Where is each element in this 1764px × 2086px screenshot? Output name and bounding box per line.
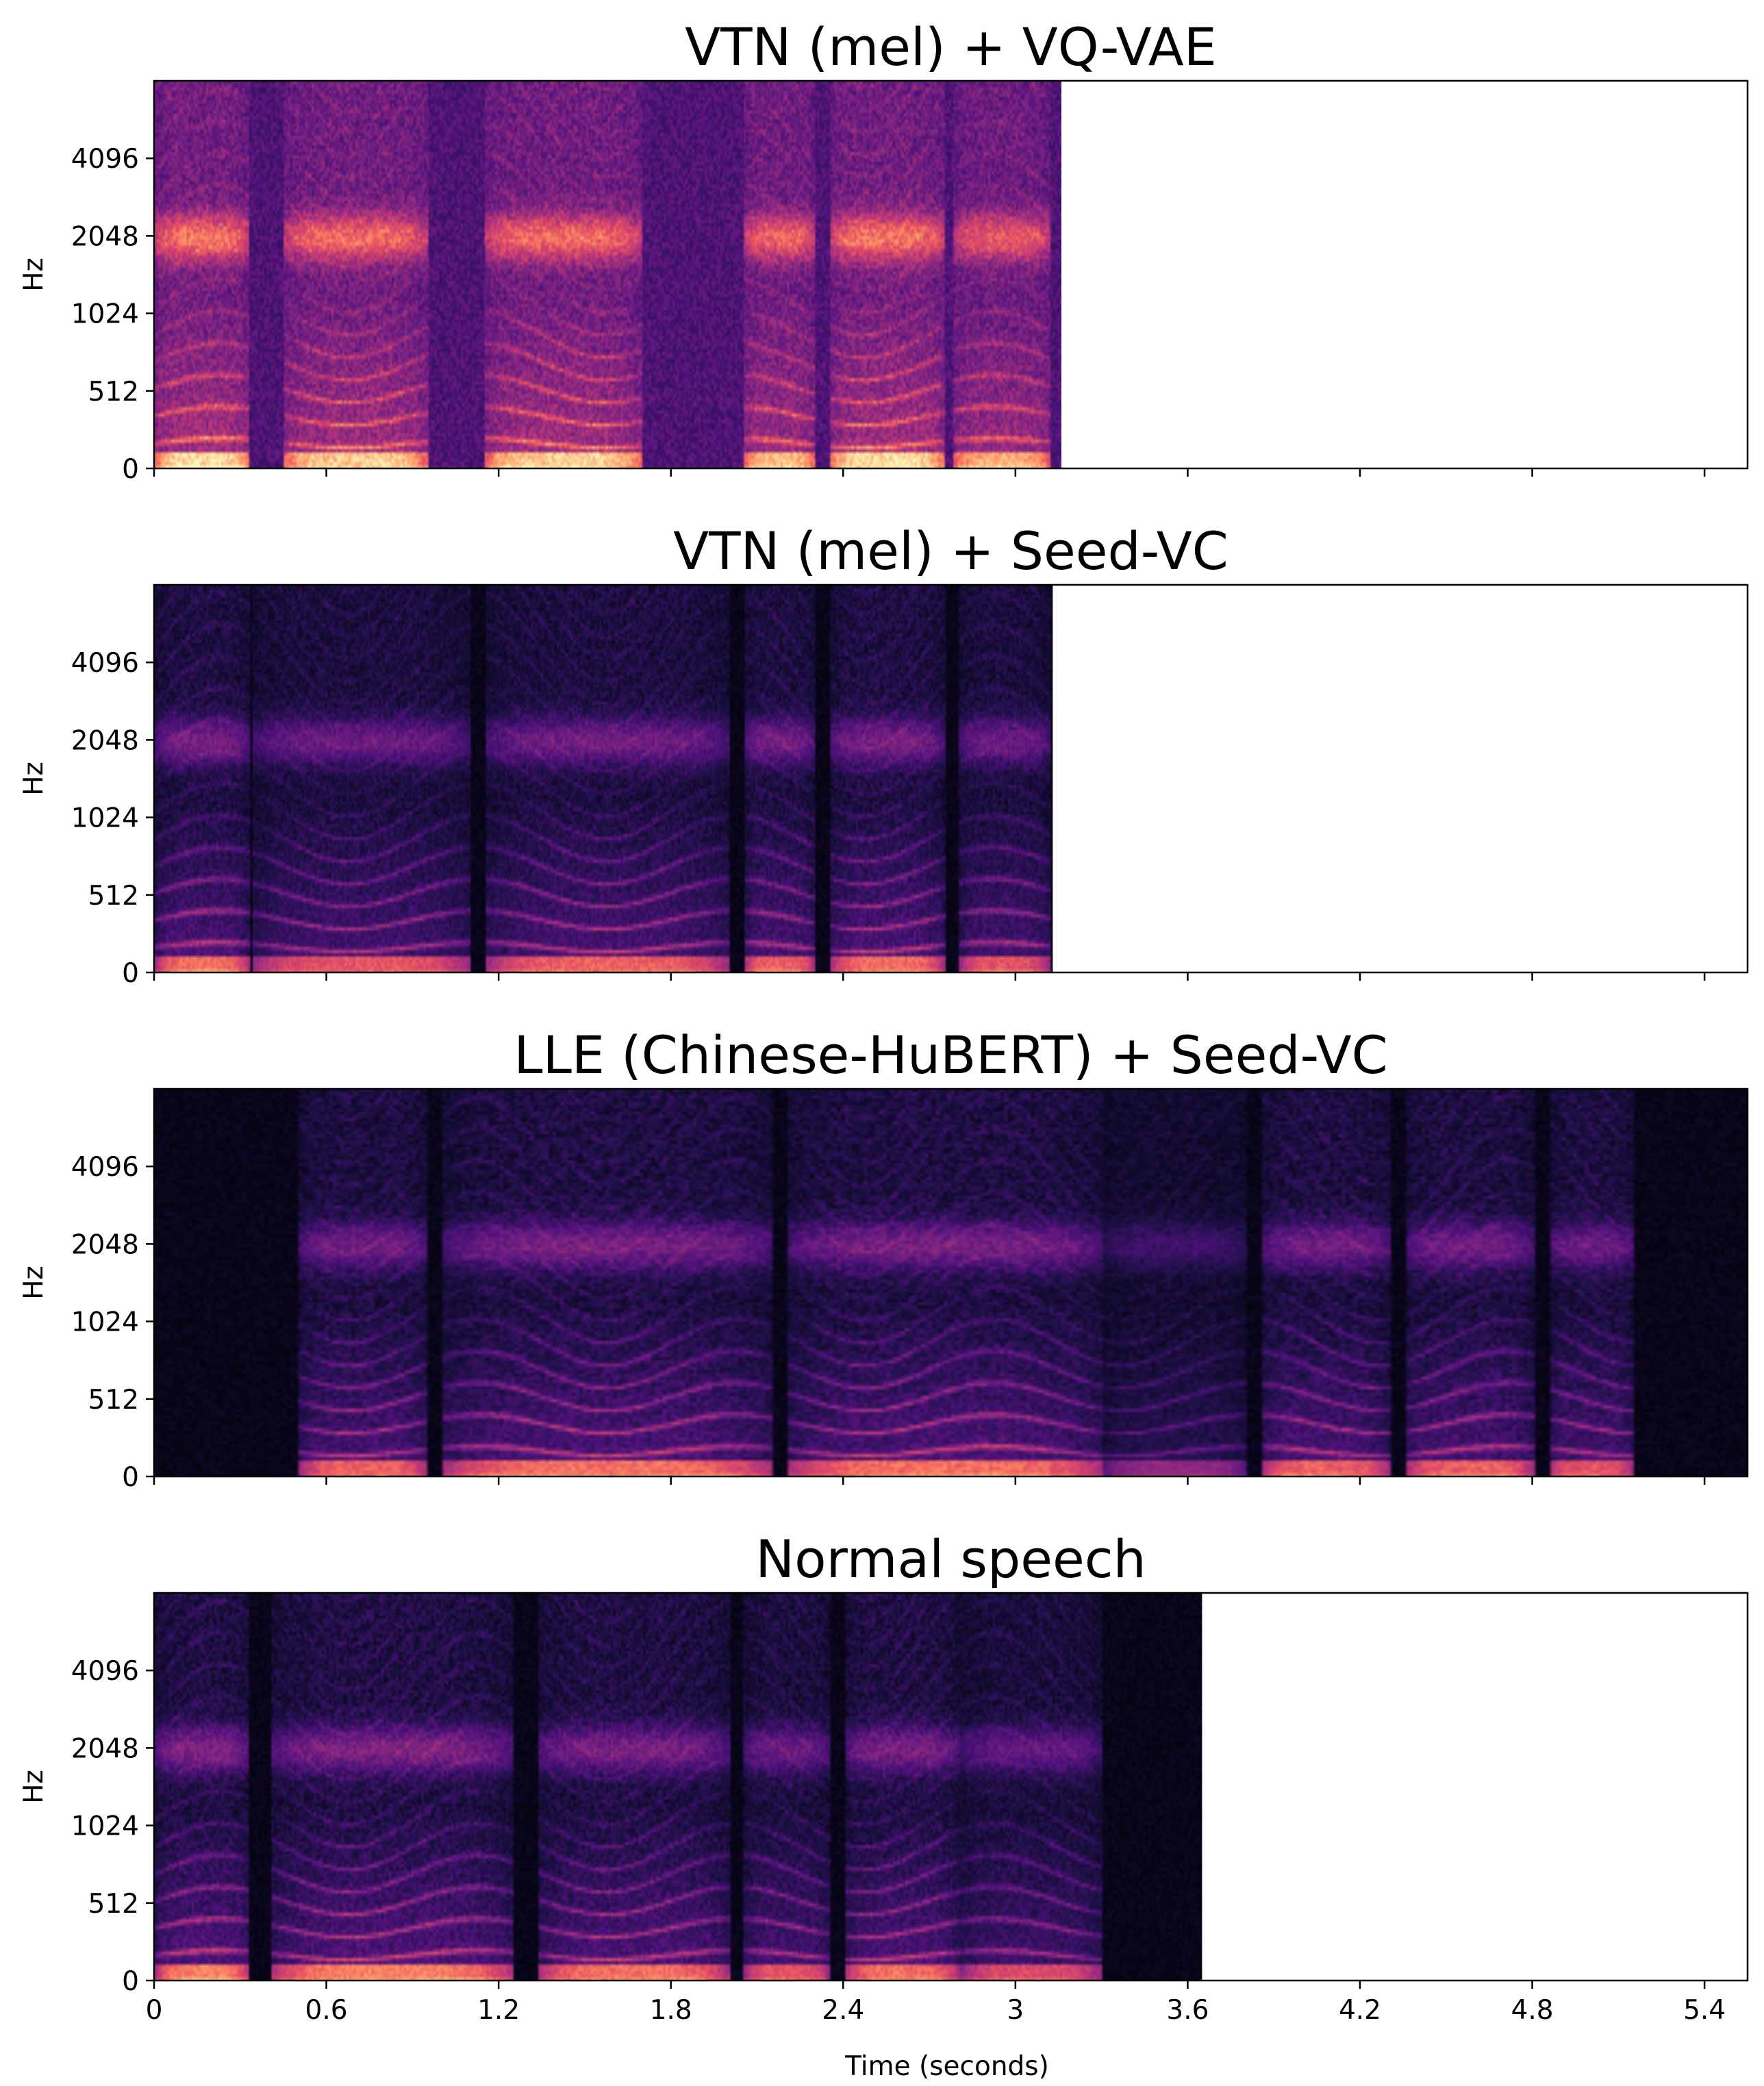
y-tick-label: 2048: [71, 1733, 139, 1764]
spectrogram-panel: Normal speech 0 512 1024 2048 4096 Hz 0 0.6 1.2 1.…: [18, 1529, 1749, 2026]
y-tick-label: 0: [122, 1462, 139, 1493]
y-tick-label: 512: [88, 881, 139, 912]
y-tick-label: 4096: [71, 1656, 139, 1687]
spectrogram-panels: VTN (mel) + VQ-VAE0512102420484096HzVTN …: [18, 16, 1749, 2026]
spectrogram-image: [154, 1089, 1748, 1476]
x-tick-label: 1.8: [650, 1995, 692, 2026]
panel-title: VTN (mel) + Seed-VC: [673, 520, 1228, 581]
y-axis-label: Hz: [18, 1266, 49, 1300]
x-tick-label: 5.4: [1683, 1995, 1726, 2026]
y-tick-label: 2048: [71, 1229, 139, 1260]
y-tick-label: 512: [88, 1889, 139, 1920]
x-tick-label: 0: [146, 1995, 163, 2026]
x-tick-label: 3.6: [1166, 1995, 1209, 2026]
panel-title: LLE (Chinese-HuBERT) + Seed-VC: [514, 1025, 1387, 1085]
panel-title: Normal speech: [755, 1529, 1146, 1589]
y-tick-label: 1024: [71, 299, 139, 330]
x-tick-label: 1.2: [477, 1995, 520, 2026]
y-axis-label: Hz: [18, 257, 49, 292]
axes-frame: [153, 583, 1749, 974]
x-tick-label: 4.2: [1339, 1995, 1381, 2026]
y-axis-label: Hz: [18, 1770, 49, 1804]
x-axis-label: Time (seconds): [844, 2051, 1049, 2082]
y-tick-label: 4096: [71, 144, 139, 175]
spectrogram-panel: VTN (mel) + VQ-VAE 0 512 1024 2048 4096 Hz: [18, 16, 1749, 485]
y-tick-label: 0: [122, 454, 139, 485]
y-tick-label: 0: [122, 958, 139, 989]
y-tick-label: 4096: [71, 648, 139, 679]
spectrogram-image: [154, 1593, 1202, 1981]
y-tick-label: 1024: [71, 803, 139, 834]
spectrogram-panel: LLE (Chinese-HuBERT) + Seed-VC 0 512 1024 20…: [18, 1025, 1749, 1493]
axes-frame: [153, 79, 1749, 470]
x-tick-label: 4.8: [1511, 1995, 1554, 2026]
spectrogram-image: [154, 81, 1061, 468]
y-tick-label: 0: [122, 1966, 139, 1997]
panel-title: VTN (mel) + VQ-VAE: [685, 16, 1217, 77]
y-tick-label: 512: [88, 377, 139, 407]
y-tick-label: 1024: [71, 1811, 139, 1842]
axes-frame: [153, 1088, 1749, 1478]
spectrogram-panel: VTN (mel) + Seed-VC 0 512 1024 2048 4096 Hz: [18, 520, 1749, 989]
y-axis-label: Hz: [18, 762, 49, 796]
x-tick-label: 2.4: [822, 1995, 864, 2026]
y-tick-label: 512: [88, 1385, 139, 1416]
axes-frame: [153, 1592, 1749, 1982]
x-tick-label: 0.6: [305, 1995, 348, 2026]
y-tick-label: 4096: [71, 1152, 139, 1183]
spectrogram-image: [154, 585, 1053, 972]
x-tick-label: 3: [1007, 1995, 1024, 2026]
y-tick-label: 2048: [71, 221, 139, 252]
y-tick-label: 1024: [71, 1307, 139, 1338]
y-tick-label: 2048: [71, 725, 139, 756]
